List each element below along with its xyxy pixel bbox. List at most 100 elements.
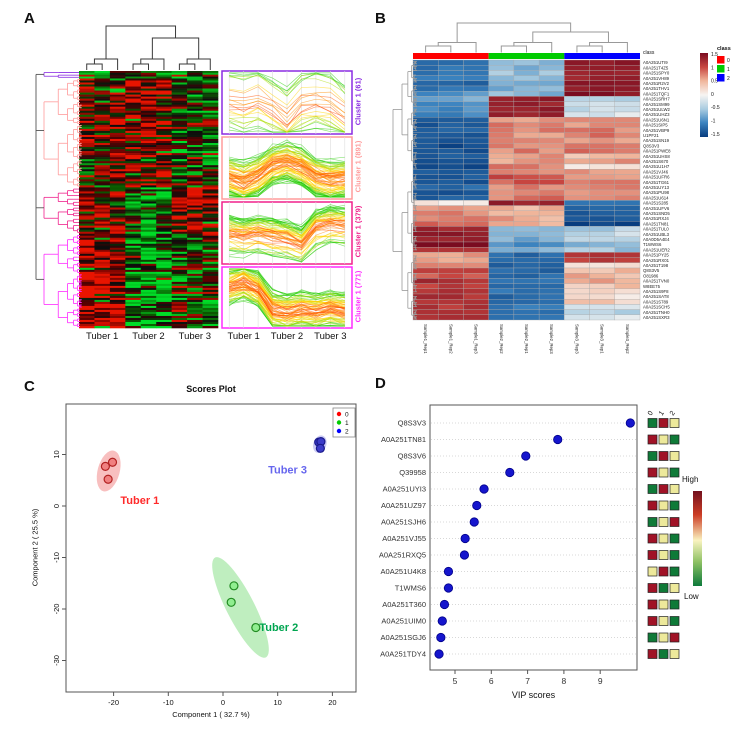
vip-cell: [669, 434, 680, 445]
sample-column-label: Sample1_Rep1: [423, 324, 428, 354]
row-dendrogram: [43, 72, 79, 78]
vip-col-header: 1: [658, 410, 666, 417]
cluster-profile-plot: [221, 70, 353, 135]
vip-cell: [669, 517, 680, 527]
vip-cell: [669, 484, 680, 494]
protein-row-label: A0A251U6N1: [643, 117, 670, 122]
vip-cell: [669, 550, 680, 560]
vip-x-tick-label: 6: [489, 676, 494, 686]
vip-x-axis-label: VIP scores: [511, 690, 556, 700]
protein-row-label: A0A251SN19: [643, 138, 670, 143]
vip-cell: [658, 500, 669, 511]
sample-column-label: Sample3_Rep1: [600, 324, 605, 354]
vip-cell: [658, 484, 669, 494]
panel-b-graphic: A0A251UTI9A0A251T4Z5A0A251SPY0A0A251VH89…: [392, 22, 730, 354]
vip-cell: [647, 649, 658, 659]
protein-row-label: A0A251SPY0: [643, 71, 670, 76]
protein-row-label: A0A251R2V2: [643, 81, 670, 86]
protein-row-label: U1PF21: [643, 133, 659, 138]
protein-row-label: A0A251SXR3: [643, 315, 670, 320]
c-y-tick-label: -10: [52, 552, 61, 563]
protein-row-label: A0A0D5A4E4: [643, 237, 670, 242]
cluster-label: Cluster 1 (771): [353, 270, 363, 322]
c-x-tick-label: 20: [328, 698, 336, 707]
score-point: [107, 457, 118, 467]
class-legend-swatch: [717, 56, 725, 64]
class-strip-label: class: [643, 50, 655, 56]
panel-c: C Scores Plot -20 -10 0 10 20 10 0 -10 -20 -30 Tub…: [0, 366, 368, 733]
protein-row-label: A0A251U1H7: [643, 164, 670, 169]
vip-row-label: A0A251T360: [382, 600, 426, 609]
vip-cell: [658, 599, 669, 610]
vip-cell: [658, 566, 669, 577]
protein-row-label: A0A251S285: [643, 201, 669, 206]
protein-row-label: A0A251PU98: [643, 190, 670, 195]
colorbar-tick-label: 1.5: [711, 52, 718, 58]
vip-cell: [669, 649, 680, 659]
vip-cell: [669, 632, 680, 643]
high-low-colorbar: [693, 491, 702, 586]
colorbar-tick-label: -1: [711, 119, 716, 125]
protein-row-label: A0A251TQF1: [643, 91, 670, 96]
group-label: Tuber 2: [259, 622, 298, 634]
vip-cell: [647, 583, 658, 593]
protein-row-label: A0A251TN81: [643, 221, 669, 226]
plot-border: [65, 403, 357, 693]
profiles-x-label: Tuber 3: [314, 331, 347, 342]
heatmap-x-label: Tuber 1: [85, 331, 119, 342]
vip-row-label: A0A251TN81: [381, 435, 426, 444]
score-point: [103, 474, 113, 484]
protein-row-label: A0A251UFV6: [643, 206, 670, 211]
vip-cell: [658, 418, 669, 428]
protein-row-label: O81986: [643, 273, 659, 278]
vip-row-label: A0A251VJ55: [382, 534, 426, 543]
vip-cell: [658, 649, 669, 659]
vip-point: [434, 649, 444, 659]
group-label: Tuber 1: [120, 495, 159, 507]
group-ellipse: [96, 450, 121, 492]
protein-heatmap: [412, 59, 641, 321]
c-x-axis-label: Component 1 ( 32.7 %): [172, 710, 250, 719]
colorbar-tick-label: -0.5: [711, 105, 720, 111]
colorbar-tick-label: 0.5: [711, 79, 718, 85]
panel-a: A Tuber 1 Tuber 2 Tuber 3 Tuber 1 Tuber 2 Tu…: [0, 0, 368, 366]
vip-cell: [647, 467, 658, 478]
sample-column-label: Sample1_Rep3: [474, 324, 479, 354]
c-y-axis-label: Component 2 ( 25.5 %): [30, 508, 40, 587]
vip-cell: [647, 533, 658, 544]
protein-row-label: A0A251UBL3: [643, 232, 670, 237]
panel-a-label: A: [24, 10, 35, 27]
sample-column-label: Sample2_Rep1: [524, 324, 529, 354]
sample-column-label: Sample3_Rep3: [574, 324, 579, 354]
profiles-x-label: Tuber 2: [270, 331, 304, 342]
panel-a-graphic: [35, 25, 353, 329]
protein-row-label: A0A251RX01: [643, 258, 670, 263]
vip-cell: [647, 599, 658, 610]
vip-point: [553, 434, 563, 445]
c-x-tick-label: -10: [163, 698, 174, 707]
vip-row-label: A0A251U4K8: [381, 567, 426, 576]
c-y-tick-label: 0: [52, 504, 61, 508]
protein-row-label: A0A251PY25: [643, 253, 669, 258]
score-point: [226, 597, 236, 607]
heatmap-colorbar: [700, 53, 708, 137]
vip-cell: [658, 632, 669, 643]
vip-cell: [658, 616, 669, 626]
vip-point: [469, 517, 479, 527]
score-point: [251, 622, 261, 633]
vip-cell: [669, 616, 680, 626]
panel-b-label: B: [375, 10, 386, 27]
vip-cell: [647, 500, 658, 511]
vip-cell: [669, 533, 680, 544]
vip-point: [443, 583, 454, 593]
vip-cell: [647, 484, 658, 494]
vip-point: [625, 418, 635, 428]
vip-cell: [669, 467, 680, 478]
protein-row-label: A0A251SIP5: [643, 123, 668, 128]
c-legend-box: [332, 407, 356, 438]
c-legend-label: 1: [345, 420, 349, 427]
panel-c-label: C: [24, 378, 35, 395]
c-x-tick-label: 10: [274, 698, 282, 707]
group-label: Tuber 3: [268, 465, 307, 477]
